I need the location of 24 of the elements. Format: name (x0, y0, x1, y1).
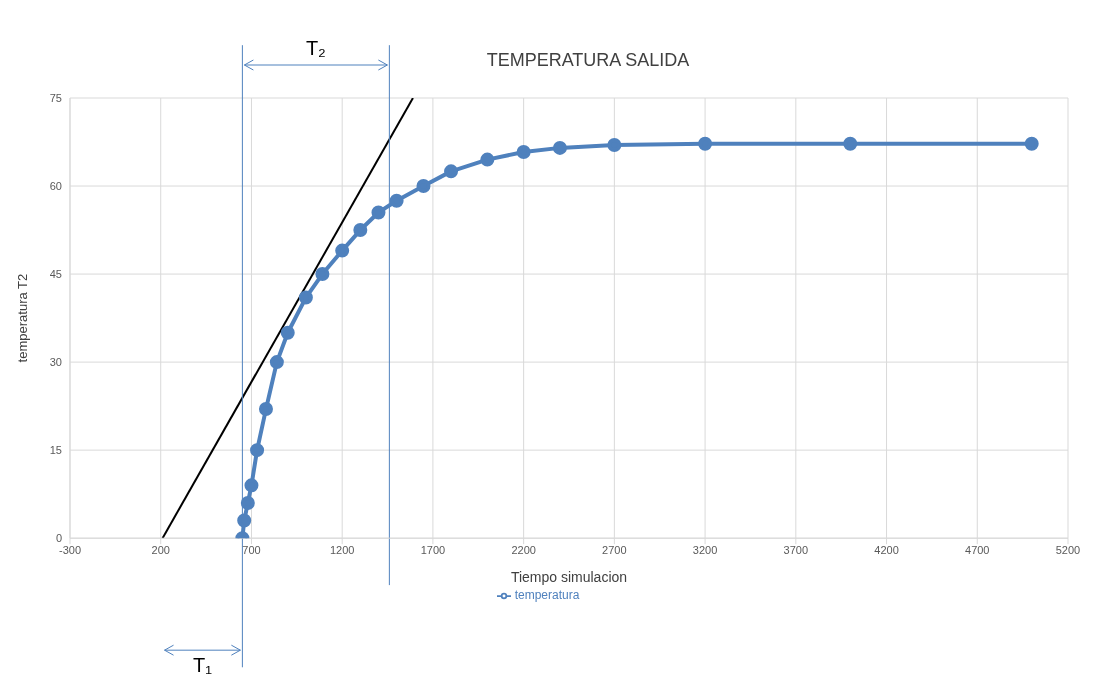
x-tick-label: 4200 (874, 543, 899, 556)
y-tick-label: 60 (49, 179, 62, 192)
y-tick-label: 0 (55, 532, 62, 545)
x-tick-label: 4700 (965, 543, 990, 556)
x-tick-label: 1700 (420, 543, 446, 556)
x-tick-label: 700 (242, 543, 261, 556)
x-tick-label: 200 (151, 543, 170, 556)
chart-title: TEMPERATURA SALIDA (485, 50, 691, 71)
x-tick-label: 5200 (1055, 543, 1081, 556)
text: T₁ (192, 654, 213, 677)
x-tick-label: -300 (58, 543, 82, 556)
legend-label: temperatura (514, 588, 580, 603)
x-tick-label: 3200 (692, 543, 718, 556)
y-tick-label: 15 (49, 444, 62, 457)
x-tick-label: 2200 (511, 543, 536, 556)
x-axis-title: Tiempo simulacion (510, 569, 628, 586)
y-axis-title: temperatura T2 (14, 273, 30, 363)
y-tick-label: 75 (49, 91, 62, 104)
y-tick-label: 45 (49, 267, 62, 280)
x-tick-label: 2700 (602, 543, 627, 556)
x-tick-label: 1200 (329, 543, 355, 556)
x-tick-label: 3700 (783, 543, 809, 556)
y-tick-label: 30 (49, 356, 62, 369)
text: T₂ (305, 37, 326, 59)
